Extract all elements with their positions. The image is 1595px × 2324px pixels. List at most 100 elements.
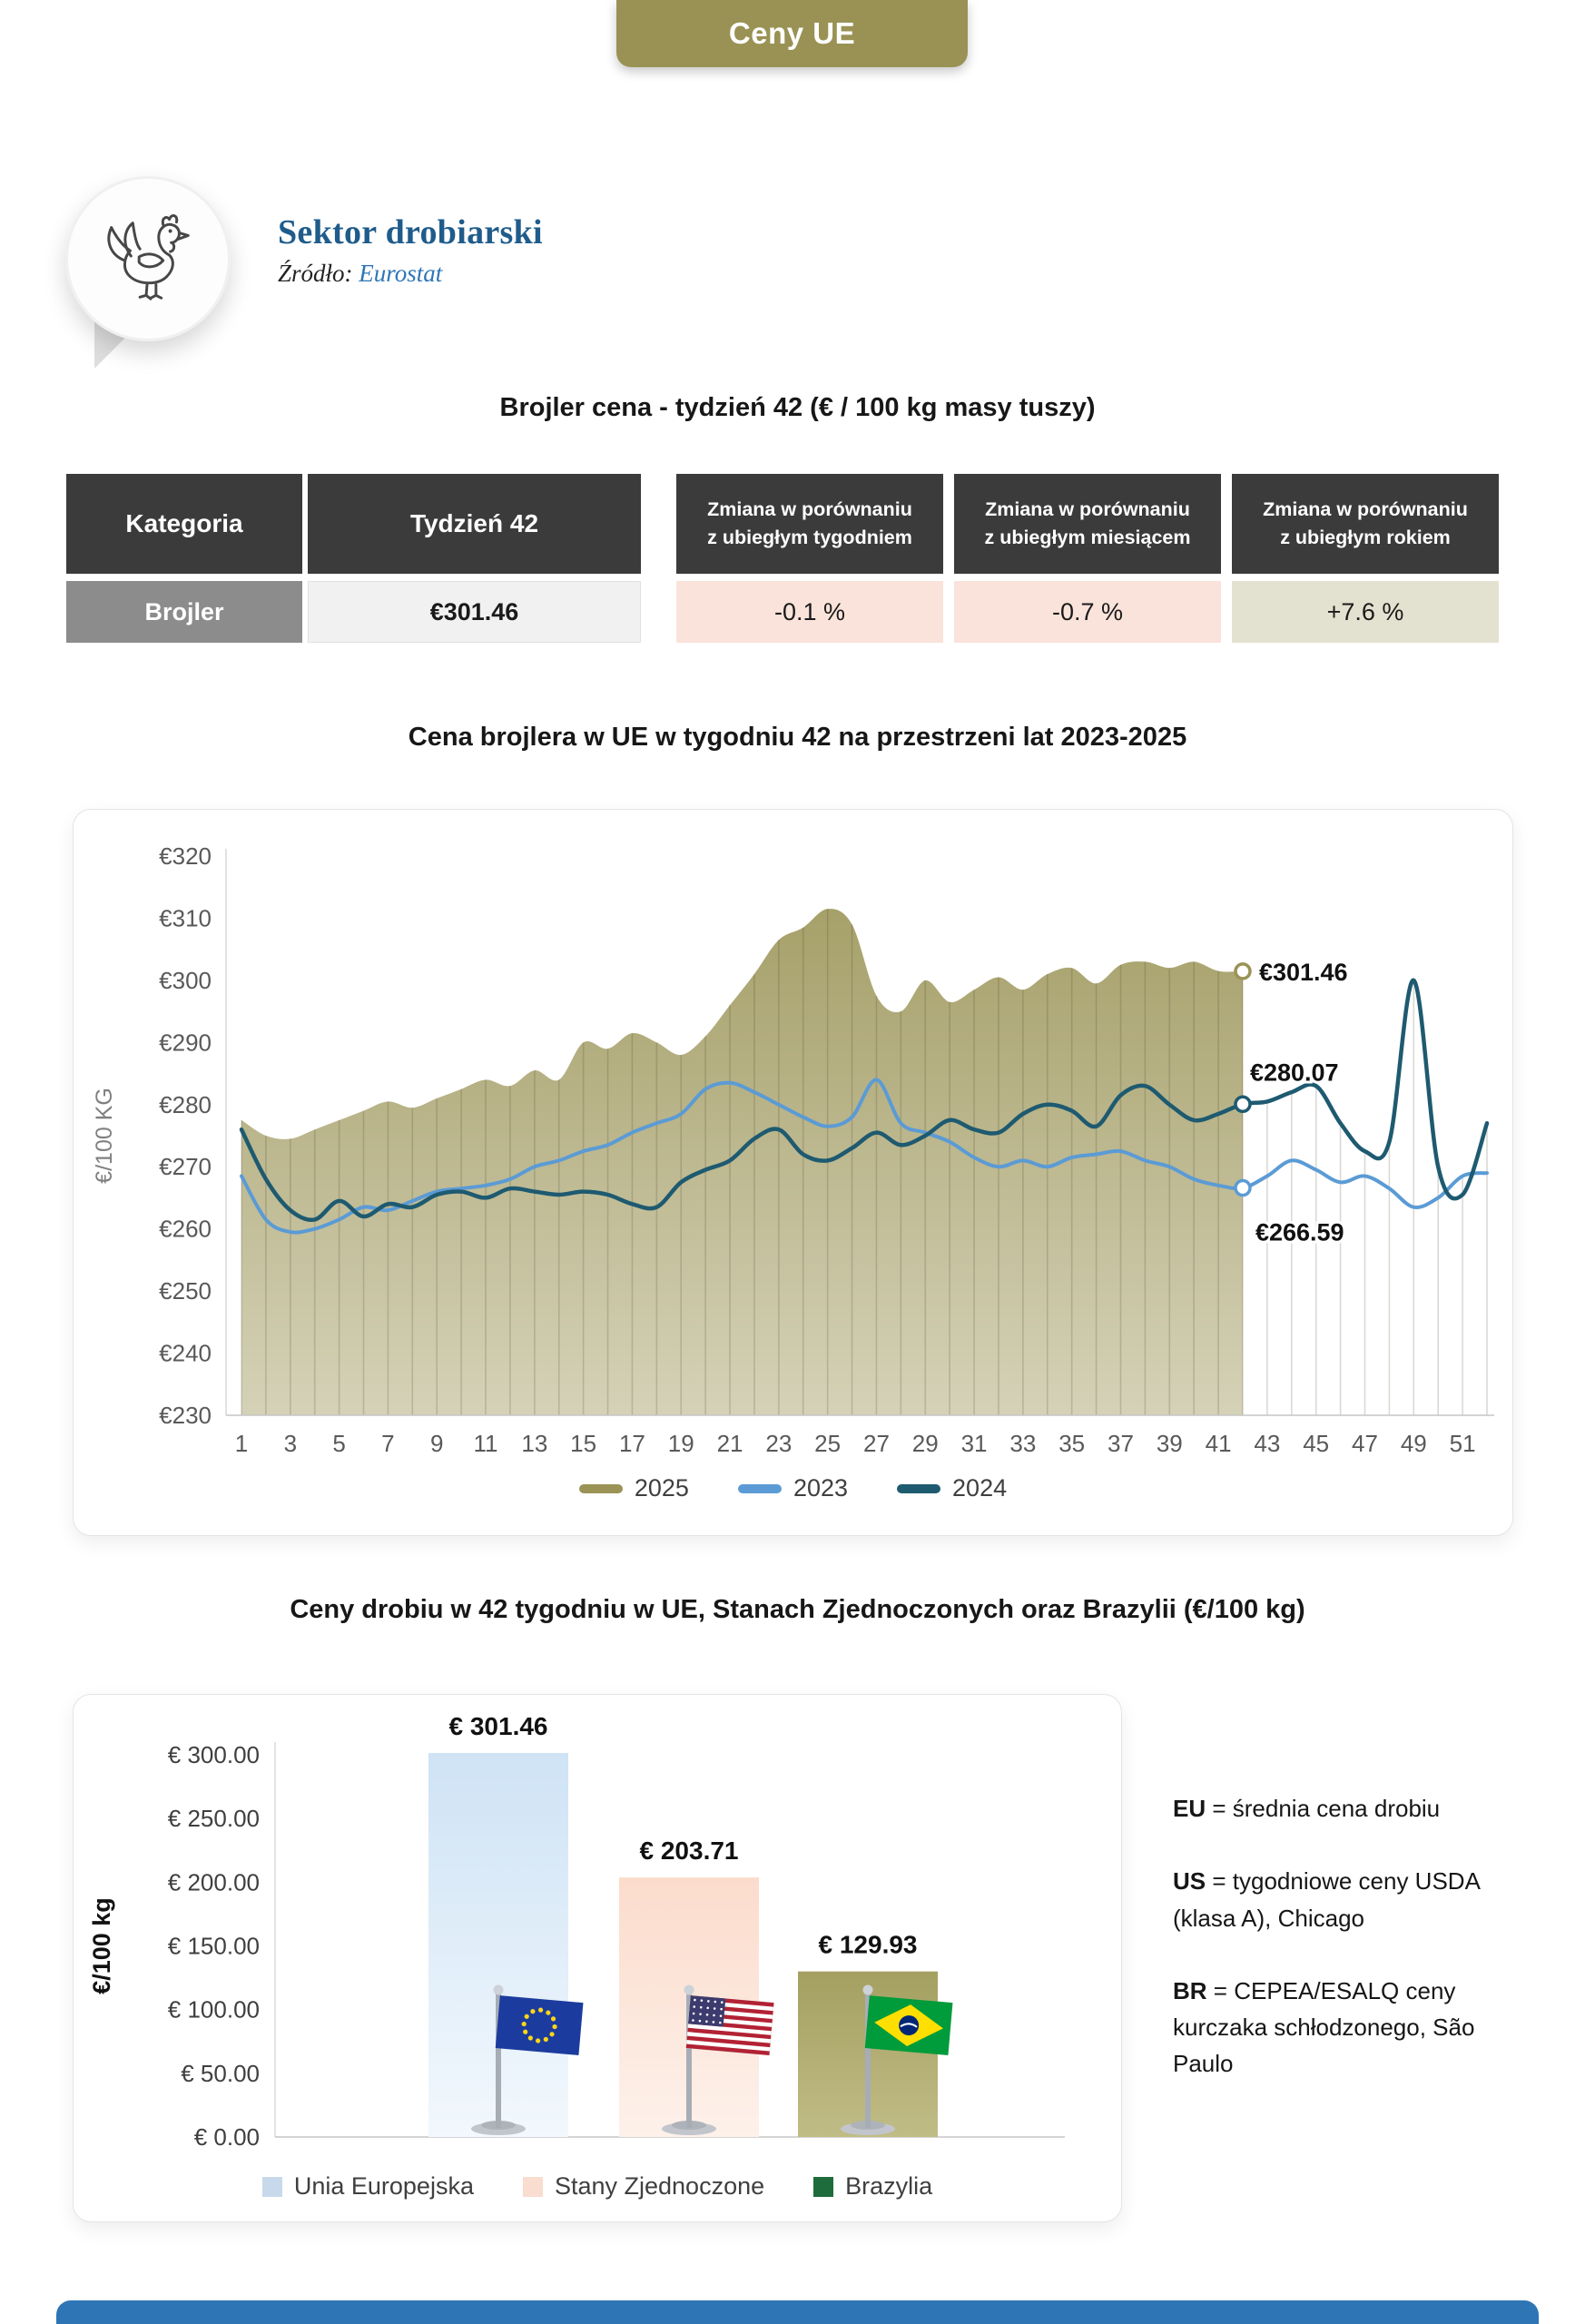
y-tick-labels: €230 €240 €250 €260 €270 €280 €290 €300 €310 €320 bbox=[159, 842, 212, 1429]
note-code: BR bbox=[1173, 1976, 1207, 2004]
svg-text:€ 50.00: € 50.00 bbox=[181, 2060, 260, 2087]
bar-chart-legend: Unia Europejska Stany Zjednoczone Brazylia bbox=[74, 2172, 1121, 2201]
change-header-line2: z ubiegłym tygodniem bbox=[707, 527, 912, 548]
svg-text:21: 21 bbox=[717, 1430, 743, 1457]
x-tick-labels: 1 3 5 7 9 11 13 15 17 19 21 23 25 27 29 31 33 35 37 39 41 43 4… bbox=[235, 1430, 1476, 1457]
footer-bar bbox=[56, 2300, 1539, 2324]
svg-text:33: 33 bbox=[1009, 1430, 1036, 1457]
svg-text:€ 100.00: € 100.00 bbox=[168, 1996, 260, 2024]
y-axis-title: €/100 kg bbox=[88, 1897, 115, 1994]
price-table-title: Brojler cena - tydzień 42 (€ / 100 kg ma… bbox=[499, 393, 1096, 422]
legend-item-2023: 2023 bbox=[737, 1474, 848, 1502]
note-eu: EU = średnia cena drobiu bbox=[1173, 1790, 1500, 1827]
bar-chart-card: € 0.00 € 50.00 € 100.00 € 150.00 € 200.00 € 2… bbox=[73, 1694, 1122, 2222]
eu-flag-icon bbox=[471, 1984, 584, 2135]
series-area-2025 bbox=[241, 909, 1243, 1415]
value-annotations: €301.46 €280.07 €266.59 bbox=[1247, 956, 1351, 1249]
change-week-value: -0.1 % bbox=[676, 581, 943, 643]
svg-text:5: 5 bbox=[332, 1430, 345, 1457]
legend-item: Unia Europejska bbox=[261, 2172, 474, 2201]
svg-text:39: 39 bbox=[1157, 1430, 1183, 1457]
svg-text:47: 47 bbox=[1352, 1430, 1378, 1457]
svg-text:€280.07: €280.07 bbox=[1250, 1059, 1339, 1086]
price-source-notes: EU = średnia cena drobiu US = tygodniowe… bbox=[1173, 1790, 1500, 2119]
svg-text:13: 13 bbox=[521, 1430, 547, 1457]
week42-markers bbox=[1234, 962, 1252, 1197]
svg-text:€266.59: €266.59 bbox=[1255, 1219, 1344, 1246]
svg-text:€320: €320 bbox=[159, 842, 212, 870]
series-line-2024 bbox=[239, 978, 1490, 1222]
change-header-line1: Zmiana w porównaniu bbox=[707, 497, 912, 520]
note-us: US = tygodniowe ceny USDA (klasa A), Chi… bbox=[1173, 1863, 1500, 1936]
category-cell: Brojler bbox=[66, 581, 302, 643]
svg-text:€ 0.00: € 0.00 bbox=[194, 2123, 260, 2151]
change-header-week: Zmiana w porównaniu z ubiegłym tygodniem bbox=[676, 474, 943, 574]
svg-text:€ 150.00: € 150.00 bbox=[168, 1933, 260, 1960]
note-text: = średnia cena drobiu bbox=[1212, 1795, 1441, 1822]
us-flag-icon bbox=[662, 1984, 774, 2135]
svg-text:35: 35 bbox=[1058, 1430, 1085, 1457]
svg-text:€ 300.00: € 300.00 bbox=[168, 1741, 260, 1768]
svg-text:€ 250.00: € 250.00 bbox=[168, 1805, 260, 1832]
source-label: Źródło: bbox=[278, 260, 353, 287]
change-header-line2: z ubiegłym rokiem bbox=[1280, 527, 1451, 548]
sector-title: Sektor drobiarski bbox=[278, 213, 543, 251]
note-br: BR = CEPEA/ESALQ ceny kurczaka schłodzon… bbox=[1173, 1973, 1500, 2083]
line-chart-title: Cena brojlera w UE w tygodniu 42 na prze… bbox=[408, 723, 1187, 752]
legend-item-2024: 2024 bbox=[897, 1474, 1007, 1502]
svg-text:37: 37 bbox=[1108, 1430, 1134, 1457]
legend-item: Stany Zjednoczone bbox=[522, 2172, 764, 2201]
svg-text:3: 3 bbox=[284, 1430, 297, 1457]
legend-item: Brazylia bbox=[813, 2172, 932, 2201]
svg-text:27: 27 bbox=[863, 1430, 890, 1457]
price-table: Kategoria Tydzień 42 Brojler €301.46 bbox=[66, 474, 641, 643]
svg-text:17: 17 bbox=[619, 1430, 645, 1457]
change-table: Zmiana w porównaniu z ubiegłym tygodniem… bbox=[676, 474, 1499, 643]
svg-text:€230: €230 bbox=[159, 1402, 212, 1429]
change-header-year: Zmiana w porównaniu z ubiegłym rokiem bbox=[1232, 474, 1499, 574]
note-text: = tygodniowe ceny USDA (klasa A), Chicag… bbox=[1173, 1867, 1480, 1932]
broiler-price-line-chart: €230 €240 €250 €260 €270 €280 €290 €300 €310 €320… bbox=[92, 842, 1494, 1457]
note-text: = CEPEA/ESALQ ceny kurczaka schłodzonego… bbox=[1173, 1976, 1475, 2078]
poultry-sector-avatar bbox=[65, 176, 231, 341]
y-tick-labels: € 0.00 € 50.00 € 100.00 € 150.00 € 200.00 € 2… bbox=[168, 1741, 260, 2151]
change-header-month: Zmiana w porównaniu z ubiegłym miesiącem bbox=[954, 474, 1221, 574]
y-axis-title: €/100 KG bbox=[92, 1088, 117, 1184]
svg-text:€310: €310 bbox=[159, 904, 212, 931]
series-line-2023 bbox=[240, 1078, 1489, 1235]
change-month-value: -0.7 % bbox=[954, 581, 1221, 643]
svg-text:11: 11 bbox=[474, 1430, 498, 1457]
legend-item-2025: 2025 bbox=[578, 1474, 689, 1502]
svg-text:19: 19 bbox=[668, 1430, 694, 1457]
line-chart-card: €230 €240 €250 €260 €270 €280 €290 €300 €310 €320… bbox=[73, 809, 1513, 1536]
svg-text:€250: €250 bbox=[159, 1277, 212, 1305]
svg-text:51: 51 bbox=[1450, 1430, 1476, 1457]
col-header-week: Tydzień 42 bbox=[308, 474, 641, 574]
svg-text:23: 23 bbox=[765, 1430, 792, 1457]
svg-text:1: 1 bbox=[235, 1430, 248, 1457]
svg-text:45: 45 bbox=[1303, 1430, 1329, 1457]
poultry-price-bar-chart: € 0.00 € 50.00 € 100.00 € 150.00 € 200.00 € 2… bbox=[88, 1712, 1065, 2151]
svg-text:7: 7 bbox=[381, 1430, 394, 1457]
bar-value-label: € 129.93 bbox=[819, 1931, 918, 1959]
br-flag-icon bbox=[841, 1984, 953, 2135]
svg-text:€300: €300 bbox=[159, 967, 212, 994]
change-header-line1: Zmiana w porównaniu bbox=[1263, 497, 1468, 520]
bar-value-label: € 301.46 bbox=[449, 1712, 548, 1740]
bar-value-label: € 203.71 bbox=[640, 1837, 739, 1865]
svg-text:€240: €240 bbox=[159, 1340, 212, 1367]
change-header-line2: z ubiegłym miesiącem bbox=[984, 527, 1191, 548]
svg-text:€280: €280 bbox=[159, 1091, 212, 1118]
svg-text:9: 9 bbox=[430, 1430, 443, 1457]
eurostat-link[interactable]: Eurostat bbox=[359, 260, 443, 287]
svg-text:31: 31 bbox=[961, 1430, 988, 1457]
header-badge: Ceny UE bbox=[616, 0, 968, 67]
note-code: US bbox=[1173, 1867, 1206, 1896]
week-price-cell: €301.46 bbox=[308, 581, 641, 643]
svg-text:€301.46: €301.46 bbox=[1259, 959, 1348, 986]
sector-header: Sektor drobiarski Źródło: Eurostat bbox=[278, 212, 543, 288]
svg-text:€ 200.00: € 200.00 bbox=[168, 1868, 260, 1896]
svg-text:€270: €270 bbox=[159, 1153, 212, 1180]
svg-text:41: 41 bbox=[1206, 1430, 1232, 1457]
bar-chart-title: Ceny drobiu w 42 tygodniu w UE, Stanach … bbox=[290, 1595, 1305, 1624]
